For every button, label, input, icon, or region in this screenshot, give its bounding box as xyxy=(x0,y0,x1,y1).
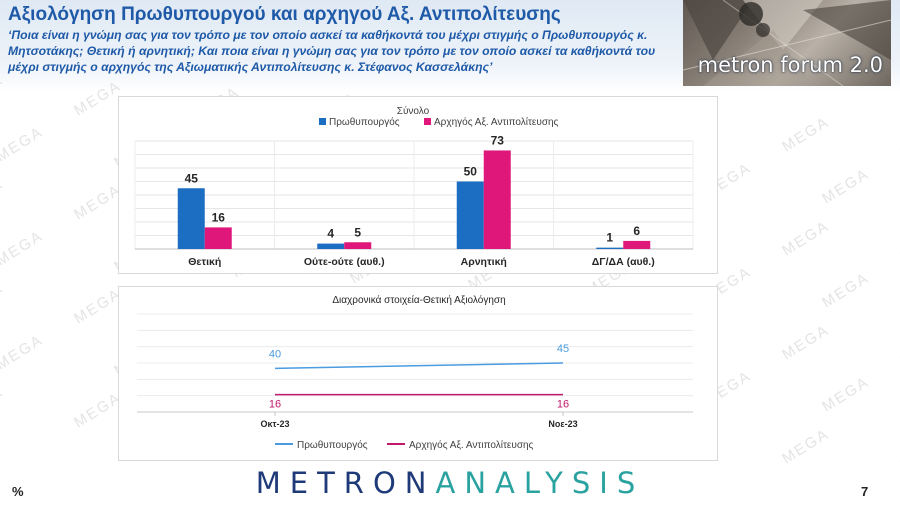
logo-text: metron forum 2.0 xyxy=(697,53,883,77)
watermark-text: MEGA xyxy=(71,181,124,223)
legend-label: Αρχηγός Αξ. Αντιπολίτευσης xyxy=(409,439,534,451)
data-label: 16 xyxy=(212,210,226,224)
watermark-text: MEGA xyxy=(0,175,6,217)
series-line xyxy=(274,362,564,370)
page-title: Αξιολόγηση Πρωθυπουργού και αρχηγού Αξ. … xyxy=(8,4,561,25)
data-label: 6 xyxy=(633,224,640,238)
chart-title: Διαχρονικά στοιχεία-Θετική Αξιολόγηση xyxy=(332,294,505,306)
data-label: 16 xyxy=(557,399,569,411)
watermark-text: MEGA xyxy=(779,113,832,155)
watermark-text: MEGA xyxy=(71,285,124,327)
brand-part-1: METRON xyxy=(255,466,436,500)
category-label: Θετική xyxy=(188,256,221,268)
data-label: 16 xyxy=(269,399,281,411)
watermark-text: MEGA xyxy=(0,331,46,373)
data-label: 1 xyxy=(606,231,613,245)
watermark-text: MEGA xyxy=(779,217,832,259)
watermark-text: MEGA xyxy=(71,389,124,431)
data-label: 50 xyxy=(464,165,478,179)
data-label: 73 xyxy=(491,133,505,147)
data-label: 5 xyxy=(354,225,361,239)
watermark-text: MEGA xyxy=(819,373,872,415)
percent-sign: % xyxy=(12,484,24,499)
logo-background-graphic xyxy=(683,0,891,86)
watermark-text: MEGA xyxy=(819,165,872,207)
watermark-text: MEGA xyxy=(779,425,832,467)
watermark-text: MEGA xyxy=(0,279,6,321)
bar xyxy=(317,243,345,249)
legend-swatch xyxy=(424,118,431,125)
watermark-text: MEGA xyxy=(819,269,872,311)
bar xyxy=(483,150,511,249)
legend-label: Πρωθυπουργός xyxy=(297,439,368,451)
bar xyxy=(456,181,484,249)
watermark-text: MEGA xyxy=(0,383,6,425)
bar xyxy=(344,242,372,249)
watermark-text: MEGA xyxy=(779,321,832,363)
line-chart-panel: Διαχρονικά στοιχεία-Θετική Αξιολόγηση Οκτ… xyxy=(118,286,718,461)
data-label: 40 xyxy=(269,348,281,360)
x-tick-label: Νοε-23 xyxy=(548,419,577,429)
data-label: 45 xyxy=(185,171,199,185)
x-tick-label: Οκτ-23 xyxy=(260,419,289,429)
category-label: Ούτε-ούτε (αυθ.) xyxy=(304,256,385,268)
legend-swatch xyxy=(319,118,326,125)
bar xyxy=(623,240,651,249)
category-label: Αρνητική xyxy=(461,256,507,268)
bar xyxy=(596,247,624,249)
survey-question: ‘Ποια είναι η γνώμη σας για τον τρόπο με… xyxy=(8,28,656,74)
watermark-text: MEGA xyxy=(0,227,46,269)
chart-title: Σύνολο xyxy=(397,105,430,117)
metron-forum-logo: metron forum 2.0 xyxy=(683,0,891,86)
bar xyxy=(204,227,232,249)
category-label: ΔΓ/ΔΑ (αυθ.) xyxy=(592,256,655,268)
legend-label: Πρωθυπουργός xyxy=(329,116,400,128)
bar-chart-panel: Σύνολο Πρωθυπουργός Αρχηγός Αξ. Αντιπολίτε… xyxy=(118,96,718,274)
data-label: 45 xyxy=(557,343,569,355)
metron-analysis-logo: METRONANALYSIS xyxy=(0,466,900,500)
line-chart: Διαχρονικά στοιχεία-Θετική Αξιολόγηση Οκτ… xyxy=(137,294,693,451)
watermark-text: MEGA xyxy=(0,123,46,165)
page-number: 7 xyxy=(861,484,869,499)
data-label: 4 xyxy=(327,227,334,241)
brand-part-2: ANALYSIS xyxy=(435,466,645,500)
header-band: Αξιολόγηση Πρωθυπουργού και αρχηγού Αξ. … xyxy=(0,0,900,92)
legend-label: Αρχηγός Αξ. Αντιπολίτευσης xyxy=(434,116,559,128)
bar xyxy=(177,188,205,249)
